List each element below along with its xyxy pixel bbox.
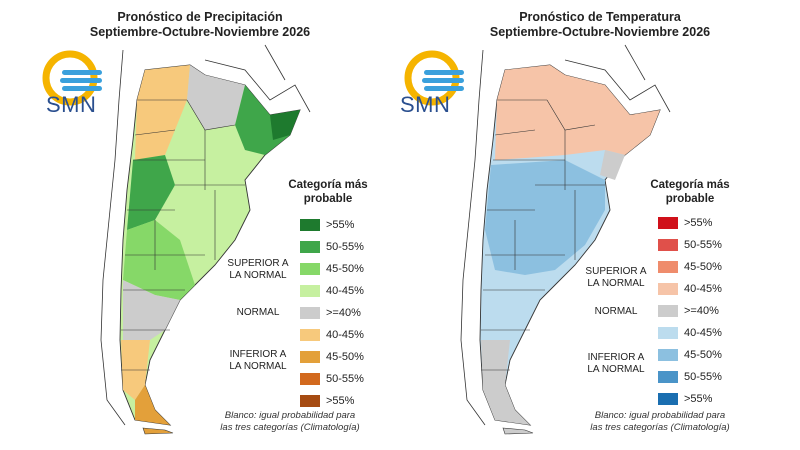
normal-label: NORMAL	[594, 306, 638, 317]
legend-swatch	[658, 349, 678, 362]
legend-swatch	[658, 261, 678, 274]
precip-legend-item: 50-55%	[300, 240, 364, 254]
temp-legend-item: 45-50%	[658, 260, 722, 274]
legend-swatch	[300, 373, 320, 386]
smn-logo-text: SMN	[46, 92, 97, 117]
precipitation-title: Pronóstico de Precipitación Septiembre-O…	[89, 10, 311, 39]
legend-swatch	[300, 329, 320, 342]
legend-swatch	[300, 219, 320, 232]
precip-legend-item: 40-45%	[300, 284, 364, 298]
temp-legend-item: >55%	[658, 392, 712, 406]
precip-legend-item: >55%	[300, 218, 354, 232]
temp-legend-item: 40-45%	[658, 326, 722, 340]
precipitation-panel: Pronóstico de Precipitación Septiembre-O…	[42, 10, 368, 435]
legend-swatch	[658, 305, 678, 318]
precipitation-map	[100, 44, 311, 435]
smn-logo-icon	[42, 50, 102, 106]
legend-swatch	[300, 285, 320, 298]
temp-legend-item: >55%	[658, 216, 712, 230]
temperature-title: Pronóstico de Temperatura Septiembre-Oct…	[489, 10, 711, 39]
legend-swatch	[658, 393, 678, 406]
normal-label: NORMAL	[236, 307, 280, 318]
smn-logo-text: SMN	[400, 92, 451, 117]
legend-swatch	[300, 351, 320, 364]
precip-legend-item: >=40%	[300, 306, 361, 320]
legend-swatch	[658, 283, 678, 296]
upper-normal-label: SUPERIOR A LA NORMAL	[227, 258, 289, 281]
precip-legend-item: 45-50%	[300, 262, 364, 276]
climatology-footnote: Blanco: igual probabilidad para las tres…	[590, 410, 730, 433]
temp-legend-item: 50-55%	[658, 370, 722, 384]
legend-swatch	[658, 327, 678, 340]
temp-legend-item: 50-55%	[658, 238, 722, 252]
precip-legend-item: 50-55%	[300, 372, 364, 386]
climatology-footnote: Blanco: igual probabilidad para las tres…	[220, 410, 360, 433]
legend-swatch	[300, 241, 320, 254]
legend-swatch	[658, 371, 678, 384]
legend-swatch	[300, 263, 320, 276]
smn-logo-icon	[404, 50, 464, 106]
upper-normal-label: SUPERIOR A LA NORMAL	[585, 266, 647, 289]
precip-legend-item: 40-45%	[300, 328, 364, 342]
temperature-map	[460, 44, 671, 435]
temp-legend-item: 40-45%	[658, 282, 722, 296]
lower-normal-label: INFERIOR A LA NORMAL	[587, 352, 645, 375]
temp-legend-item: 45-50%	[658, 348, 722, 362]
legend-swatch	[300, 307, 320, 320]
temperature-panel: Pronóstico de Temperatura Septiembre-Oct…	[400, 0, 800, 450]
precip-legend-item: 45-50%	[300, 350, 364, 364]
temperature-legend-title: Categoría más probable	[650, 179, 730, 205]
lower-normal-label: INFERIOR A LA NORMAL	[229, 349, 287, 372]
precipitation-legend-title: Categoría más probable	[288, 179, 368, 205]
legend-swatch	[300, 395, 320, 408]
precip-legend-item: >55%	[300, 394, 354, 408]
legend-swatch	[658, 217, 678, 230]
temp-legend-item: >=40%	[658, 304, 719, 318]
legend-swatch	[658, 239, 678, 252]
